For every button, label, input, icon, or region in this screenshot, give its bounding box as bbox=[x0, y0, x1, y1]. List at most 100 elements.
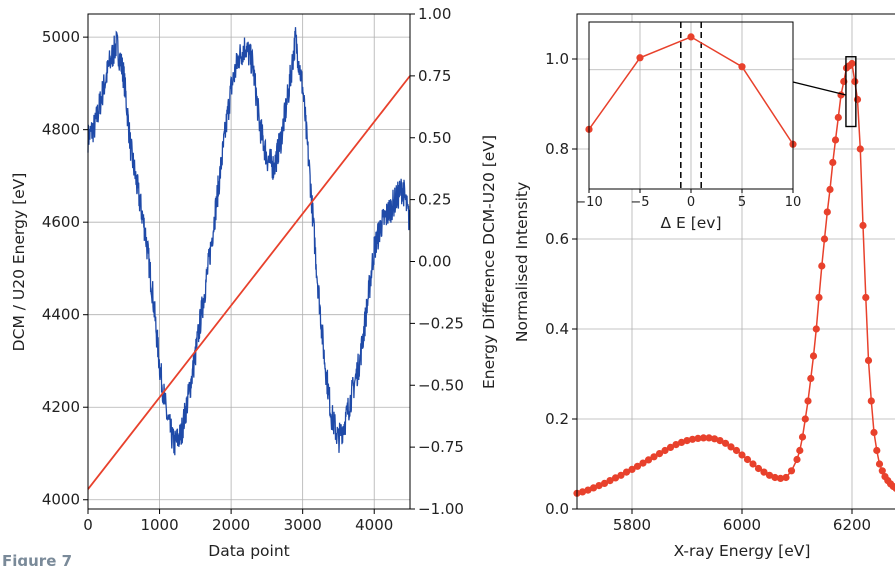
inset-point bbox=[687, 33, 695, 41]
spectrum-point bbox=[688, 435, 697, 443]
inset-x-tick-label: 5 bbox=[738, 195, 746, 210]
left-x-tick-label: 4000 bbox=[355, 516, 393, 534]
spectrum-point bbox=[721, 439, 730, 447]
spectrum-point bbox=[826, 185, 834, 194]
spectrum-point bbox=[694, 434, 702, 442]
left-x-tick-label: 2000 bbox=[212, 516, 250, 534]
spectrum-point bbox=[578, 488, 587, 496]
left-y-axis-label: DCM / U20 Energy [eV] bbox=[10, 173, 28, 352]
left-right-y-ticks: 1.00 0.75 0.50 0.25 0.00 −0.25 −0.50 −0.75 −1.00 bbox=[410, 5, 464, 518]
spectrum-point bbox=[716, 437, 724, 445]
spectrum-point bbox=[878, 467, 886, 475]
spectrum-point bbox=[617, 471, 625, 479]
inset-x-tick-label: −5 bbox=[630, 195, 649, 210]
left-x-tick-label: 0 bbox=[83, 516, 93, 534]
figure-caption: Figure 7 bbox=[2, 552, 72, 566]
inset-x-ticks: −10 −5 0 5 10 bbox=[575, 189, 801, 210]
inset-x-tick-label: 0 bbox=[687, 195, 695, 210]
spectrum-point bbox=[804, 397, 812, 405]
left-plot-frame bbox=[87, 13, 411, 510]
spectrum-point bbox=[765, 471, 774, 479]
left-x-tick-label: 3000 bbox=[284, 516, 322, 534]
spectrum-point bbox=[864, 356, 873, 365]
left-x-tick-label: 1000 bbox=[140, 516, 178, 534]
spectrum-point bbox=[831, 136, 840, 144]
spectrum-point bbox=[633, 462, 642, 470]
inset-x-tick-label: 10 bbox=[785, 195, 802, 210]
right-y-tick-label: 0.2 bbox=[545, 410, 569, 428]
inset-x-axis-label: Δ E [ev] bbox=[660, 214, 721, 232]
left-y-tick-label: 4400 bbox=[42, 306, 80, 324]
spectrum-point bbox=[829, 158, 837, 167]
spectrum-point bbox=[661, 446, 669, 455]
spectrum-point bbox=[870, 428, 878, 437]
spectrum-point bbox=[754, 464, 763, 473]
left-y-tick-label: 4000 bbox=[42, 491, 80, 509]
spectrum-point bbox=[820, 235, 829, 243]
right-y-tick-label: 0.4 bbox=[545, 320, 569, 338]
spectrum-point bbox=[677, 438, 686, 446]
inset-x-tick-label: −10 bbox=[575, 195, 602, 210]
zoom-connector-line bbox=[792, 81, 847, 96]
spectrum-point bbox=[606, 477, 614, 485]
left-y-tick-label: 4200 bbox=[42, 398, 80, 416]
left-right-y-axis-label: Energy Difference DCM-U20 [eV] bbox=[480, 135, 498, 389]
left-series bbox=[87, 27, 411, 490]
right-x-tick-label: 5800 bbox=[613, 516, 651, 534]
spectrum-point bbox=[600, 479, 609, 487]
spectrum-point bbox=[856, 145, 864, 153]
spectrum-point bbox=[655, 450, 664, 458]
spectrum-point bbox=[818, 262, 826, 270]
spectrum-point bbox=[793, 455, 801, 464]
left-x-axis-label: Data point bbox=[208, 542, 289, 560]
spectrum-point bbox=[807, 374, 815, 383]
right-y-tick-label: 1.0 bbox=[545, 50, 569, 68]
spectrum-point bbox=[628, 465, 636, 473]
spectrum-point bbox=[727, 443, 735, 451]
inset-chart: −10 −5 0 5 10 Δ E [ev] bbox=[575, 21, 801, 232]
left-y-tick-label: 4800 bbox=[42, 121, 80, 139]
spectrum-point bbox=[595, 482, 603, 490]
right-chart: 5800 6000 6200 0.0 0.2 0.4 0.6 0.8 1.0 X-ray En… bbox=[513, 13, 895, 560]
spectrum-point bbox=[650, 453, 658, 461]
spectrum-point bbox=[644, 456, 653, 464]
spectrum-point bbox=[834, 113, 842, 122]
spectrum-point bbox=[859, 221, 867, 230]
blue-series-line bbox=[87, 27, 411, 456]
left-right-y-tick-label: −0.50 bbox=[418, 376, 464, 394]
right-x-tick-label: 6200 bbox=[833, 516, 871, 534]
right-x-tick-label: 6000 bbox=[723, 516, 761, 534]
inset-dashed-lines bbox=[680, 22, 702, 189]
spectrum-point bbox=[705, 434, 713, 442]
spectrum-point bbox=[699, 434, 708, 442]
left-chart: 0 1000 2000 3000 4000 4000 4200 4400 4600 4800 50… bbox=[10, 5, 498, 560]
left-right-y-tick-label: 0.00 bbox=[418, 253, 451, 271]
spectrum-point bbox=[639, 459, 647, 467]
spectrum-point bbox=[672, 441, 680, 449]
left-right-y-tick-label: −0.25 bbox=[418, 314, 464, 332]
spectrum-point bbox=[892, 484, 895, 492]
inset-point bbox=[636, 54, 644, 62]
zoom-region-box bbox=[845, 56, 857, 128]
spectrum-point bbox=[584, 486, 592, 494]
spectrum-point bbox=[666, 443, 675, 451]
spectrum-point bbox=[815, 293, 823, 302]
spectrum-point bbox=[732, 446, 741, 455]
inset-point bbox=[738, 63, 746, 71]
spectrum-point bbox=[738, 451, 746, 459]
left-right-y-tick-label: 0.75 bbox=[418, 67, 451, 85]
left-x-ticks: 0 1000 2000 3000 4000 bbox=[83, 509, 393, 534]
spectrum-point bbox=[823, 208, 831, 216]
spectrum-point bbox=[812, 325, 820, 333]
spectrum-point bbox=[875, 460, 884, 468]
spectrum-point bbox=[796, 446, 804, 455]
right-y-ticks: 0.0 0.2 0.4 0.6 0.8 1.0 bbox=[545, 50, 577, 518]
spectrum-point bbox=[782, 473, 790, 482]
spectrum-point bbox=[848, 59, 856, 68]
left-right-y-tick-label: 0.25 bbox=[418, 191, 451, 209]
right-y-tick-label: 0.8 bbox=[545, 140, 569, 158]
spectrum-point bbox=[771, 473, 779, 482]
left-y-tick-label: 5000 bbox=[42, 28, 80, 46]
spectrum-point bbox=[851, 77, 859, 86]
